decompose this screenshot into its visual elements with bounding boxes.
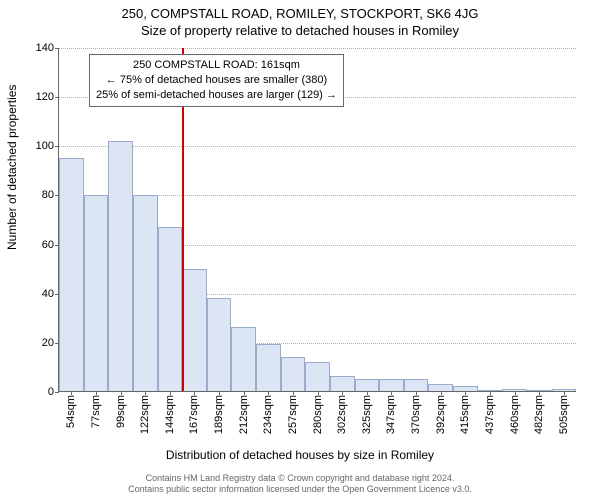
bar: 189sqm (207, 298, 232, 391)
bar: 99sqm (108, 141, 133, 391)
xtick-label: 415sqm (459, 391, 471, 434)
bar: 482sqm (527, 390, 552, 391)
bar: 54sqm (59, 158, 84, 391)
xtick-label: 99sqm (115, 391, 127, 428)
xtick-label: 144sqm (164, 391, 176, 434)
plot-area: 02040608010012014054sqm77sqm99sqm122sqm1… (58, 48, 576, 392)
bar: 392sqm (428, 384, 453, 391)
ytick-label: 60 (42, 239, 54, 251)
xtick-label: 54sqm (65, 391, 77, 428)
xtick-label: 77sqm (90, 391, 102, 428)
bar: 167sqm (182, 269, 207, 392)
xtick-label: 280sqm (312, 391, 324, 434)
bar: 302sqm (330, 376, 355, 391)
ytick-label: 40 (42, 288, 54, 300)
ytick-label: 120 (36, 91, 54, 103)
xtick-label: 482sqm (533, 391, 545, 434)
ytick-label: 80 (42, 189, 54, 201)
xtick-label: 370sqm (410, 391, 422, 434)
xtick-label: 347sqm (385, 391, 397, 434)
footer-line-1: Contains HM Land Registry data © Crown c… (0, 473, 600, 485)
chart-container: 250, COMPSTALL ROAD, ROMILEY, STOCKPORT,… (0, 0, 600, 500)
x-axis-label: Distribution of detached houses by size … (0, 448, 600, 462)
bar: 460sqm (502, 389, 527, 391)
bar: 257sqm (281, 357, 306, 391)
xtick-label: 392sqm (435, 391, 447, 434)
bar: 437sqm (478, 390, 503, 391)
annotation-box: 250 COMPSTALL ROAD: 161sqm← 75% of detac… (89, 54, 344, 107)
bar: 234sqm (256, 344, 281, 391)
ytick-label: 0 (48, 386, 54, 398)
annotation-line-3: 25% of semi-detached houses are larger (… (96, 88, 337, 103)
bar: 370sqm (404, 379, 429, 391)
xtick-label: 257sqm (287, 391, 299, 434)
annotation-line-1: 250 COMPSTALL ROAD: 161sqm (96, 58, 337, 73)
xtick-label: 460sqm (509, 391, 521, 434)
bar: 505sqm (552, 389, 577, 391)
annotation-line-2: ← 75% of detached houses are smaller (38… (96, 73, 337, 88)
bar: 77sqm (84, 195, 109, 391)
ytick-mark (55, 392, 59, 393)
xtick-label: 437sqm (484, 391, 496, 434)
xtick-label: 212sqm (238, 391, 250, 434)
xtick-label: 167sqm (188, 391, 200, 434)
footer-attribution: Contains HM Land Registry data © Crown c… (0, 473, 600, 496)
bar: 325sqm (355, 379, 380, 391)
xtick-label: 189sqm (213, 391, 225, 434)
chart-title-main: 250, COMPSTALL ROAD, ROMILEY, STOCKPORT,… (0, 0, 600, 21)
bar: 280sqm (305, 362, 330, 391)
bar: 122sqm (133, 195, 158, 391)
ytick-label: 140 (36, 42, 54, 54)
ytick-label: 100 (36, 140, 54, 152)
xtick-label: 505sqm (558, 391, 570, 434)
xtick-label: 325sqm (361, 391, 373, 434)
footer-line-2: Contains public sector information licen… (0, 484, 600, 496)
ytick-label: 20 (42, 337, 54, 349)
chart-title-sub: Size of property relative to detached ho… (0, 21, 600, 38)
y-axis-label: Number of detached properties (5, 85, 19, 250)
bar: 347sqm (379, 379, 404, 391)
xtick-label: 302sqm (336, 391, 348, 434)
xtick-label: 122sqm (139, 391, 151, 434)
bar: 144sqm (158, 227, 183, 391)
bar: 415sqm (453, 386, 478, 391)
xtick-label: 234sqm (262, 391, 274, 434)
bar: 212sqm (231, 327, 256, 391)
